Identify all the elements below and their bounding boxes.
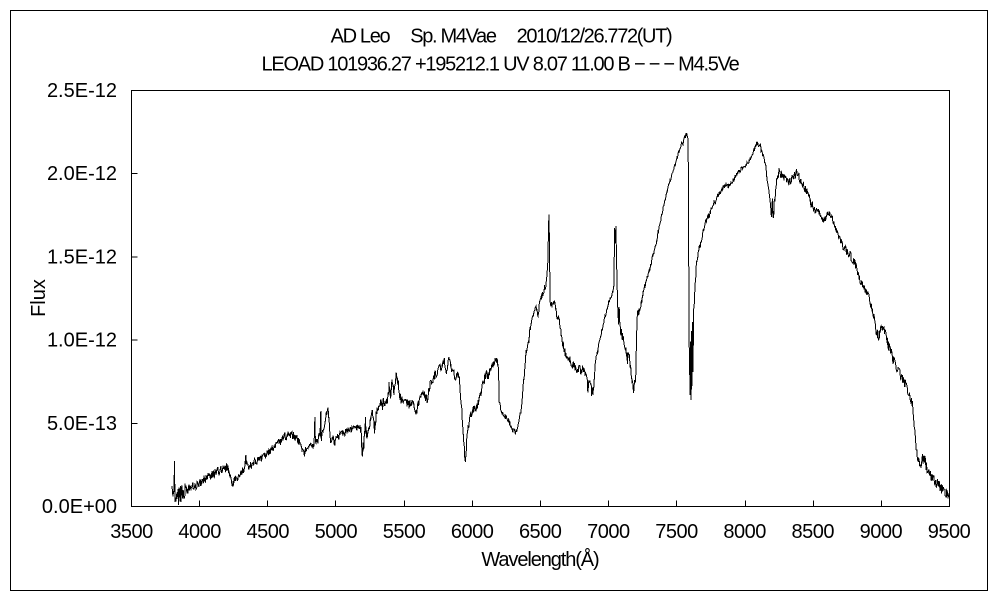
svg-text:9000: 9000 bbox=[860, 521, 903, 543]
svg-text:4000: 4000 bbox=[178, 521, 221, 543]
svg-text:8000: 8000 bbox=[723, 521, 766, 543]
svg-text:2.5E-12: 2.5E-12 bbox=[47, 80, 117, 102]
svg-text:6000: 6000 bbox=[451, 521, 494, 543]
svg-text:7500: 7500 bbox=[655, 521, 698, 543]
svg-text:AD Leo Sp. M4Vae 2010/: AD Leo Sp. M4Vae 2010/12/26.772(UT) bbox=[331, 26, 672, 48]
svg-text:3500: 3500 bbox=[110, 521, 153, 543]
svg-text:0.0E+00: 0.0E+00 bbox=[42, 496, 117, 518]
svg-text:4500: 4500 bbox=[247, 521, 290, 543]
svg-text:Flux: Flux bbox=[28, 279, 50, 317]
svg-text:1.0E-12: 1.0E-12 bbox=[47, 330, 117, 352]
svg-text:5.0E-13: 5.0E-13 bbox=[47, 413, 117, 435]
svg-text:8500: 8500 bbox=[792, 521, 835, 543]
svg-text:LEOAD 101936.27 +195212.1 UV 8: LEOAD 101936.27 +195212.1 UV 8.07 11.00 … bbox=[262, 54, 740, 76]
svg-text:2.0E-12: 2.0E-12 bbox=[47, 163, 117, 185]
svg-text:Wavelength(Å): Wavelength(Å) bbox=[481, 548, 599, 571]
svg-text:5500: 5500 bbox=[383, 521, 426, 543]
svg-text:7000: 7000 bbox=[587, 521, 630, 543]
svg-text:1.5E-12: 1.5E-12 bbox=[47, 246, 117, 268]
svg-text:5000: 5000 bbox=[315, 521, 358, 543]
svg-text:9500: 9500 bbox=[928, 521, 971, 543]
svg-text:6500: 6500 bbox=[519, 521, 562, 543]
